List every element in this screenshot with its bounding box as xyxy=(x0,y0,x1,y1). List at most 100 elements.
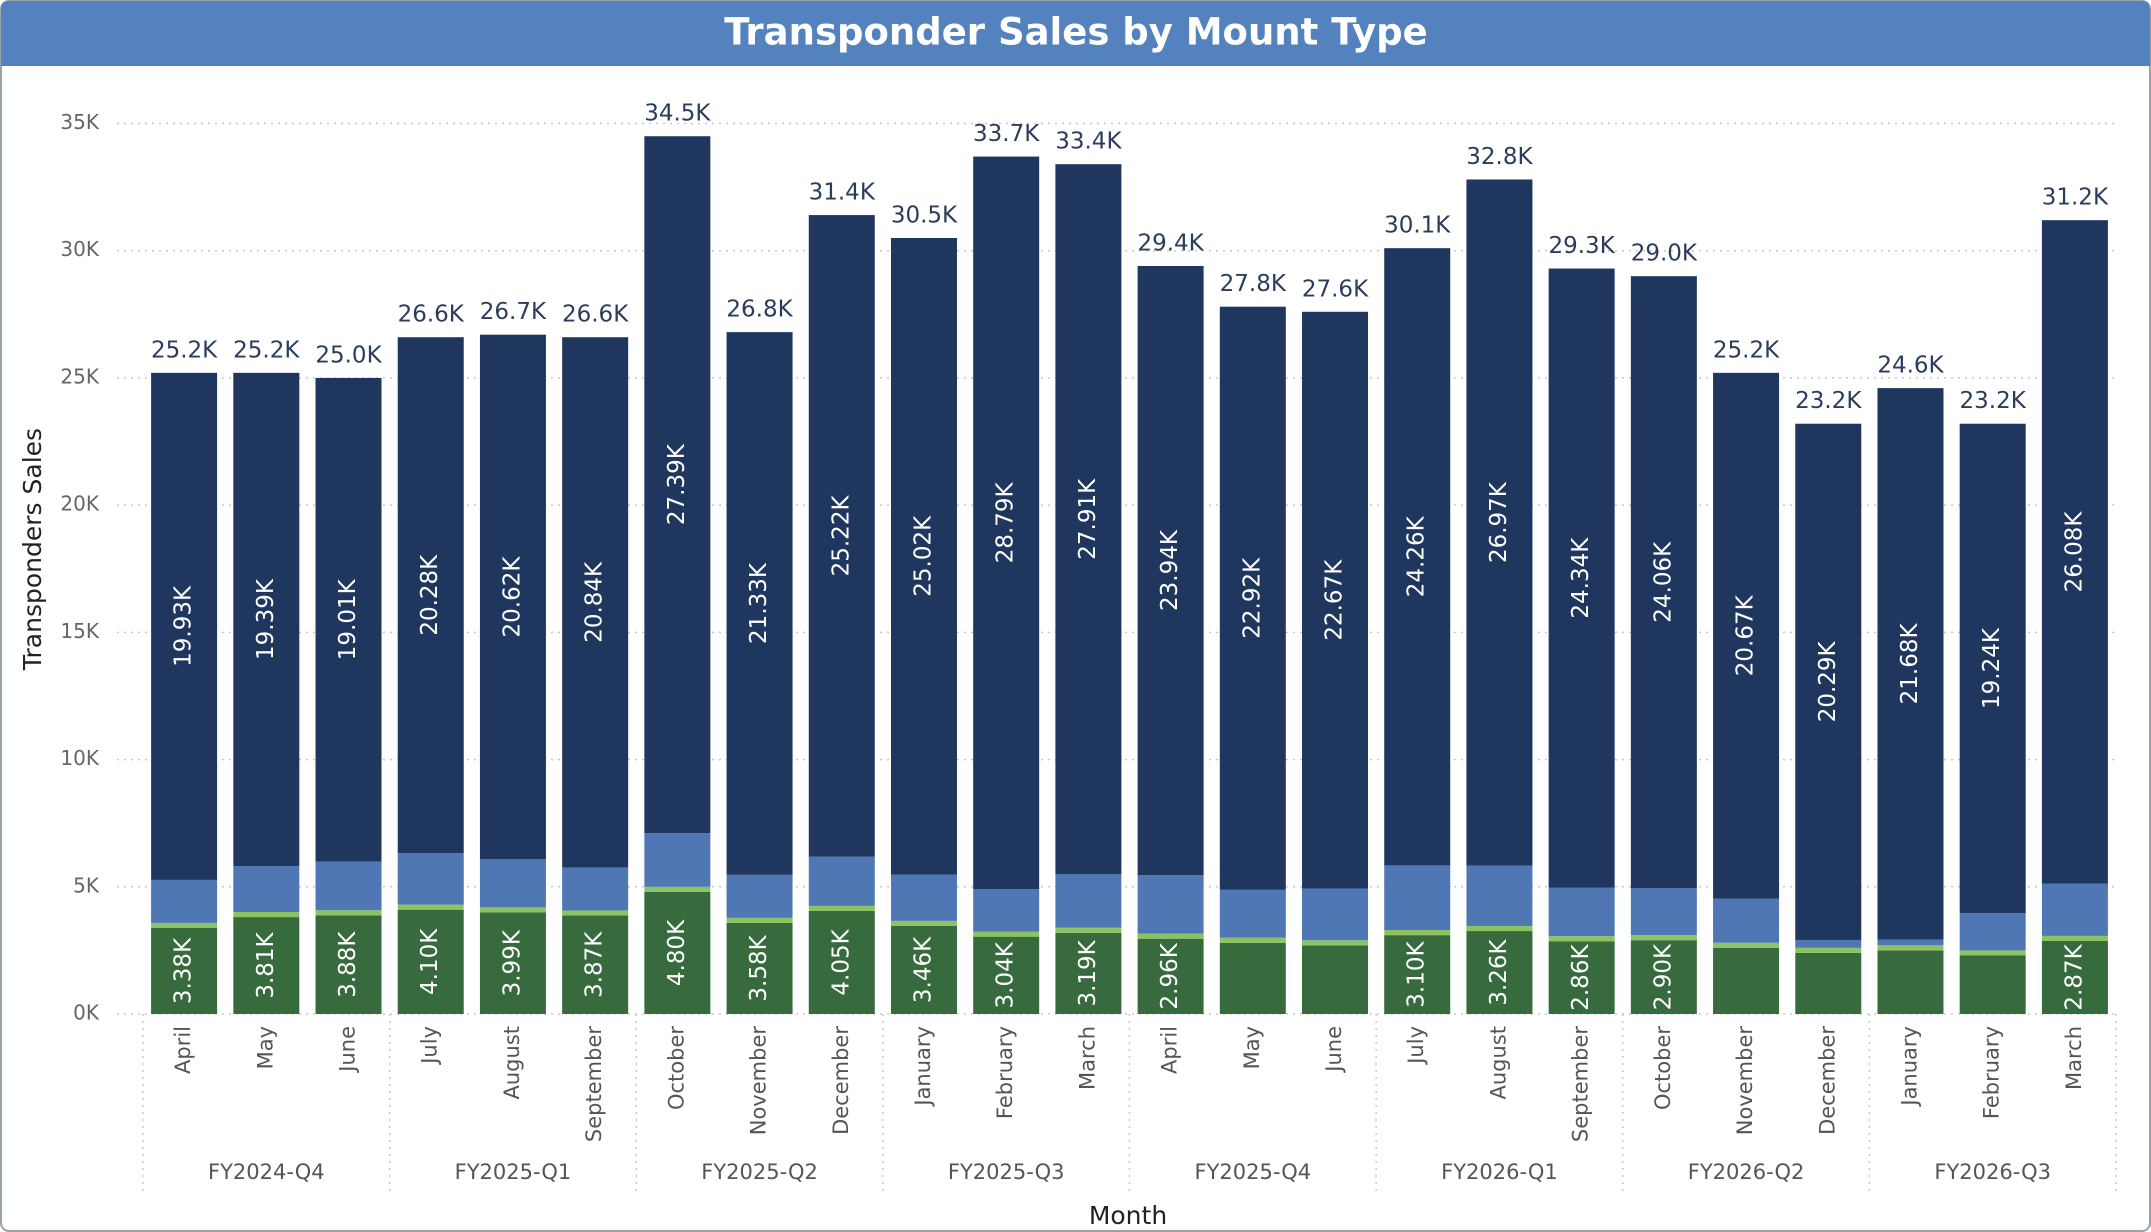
bar-segment xyxy=(397,337,464,854)
bar-segment xyxy=(726,332,793,875)
x-tick-label: August xyxy=(500,1026,524,1100)
bar-segment xyxy=(644,136,711,834)
total-label: 26.8K xyxy=(726,297,793,323)
bar-segment xyxy=(2041,220,2108,884)
total-label: 26.6K xyxy=(562,302,629,328)
segment-label: 3.58K xyxy=(746,934,772,1001)
total-label: 23.2K xyxy=(1795,388,1862,414)
bar-segment xyxy=(1219,942,1286,1014)
bar-segment xyxy=(315,910,382,916)
y-tick-label: 15K xyxy=(60,619,99,643)
segment-label: 2.90K xyxy=(1650,943,1676,1010)
bar-segment xyxy=(1795,947,1862,953)
x-tick-label: August xyxy=(1486,1026,1510,1100)
bar-segment xyxy=(1466,179,1533,866)
segment-label: 22.92K xyxy=(1239,557,1265,639)
bar-segment xyxy=(562,867,629,911)
bar-segment xyxy=(1548,268,1615,888)
total-label: 29.0K xyxy=(1631,241,1698,267)
bar-segment xyxy=(479,334,546,860)
bar-segment xyxy=(397,909,464,1014)
total-label: 30.5K xyxy=(891,202,958,228)
total-label: 26.7K xyxy=(480,299,547,325)
bar-segment xyxy=(1137,938,1204,1014)
bar-segment xyxy=(1466,931,1533,1014)
total-label: 30.1K xyxy=(1384,213,1451,239)
bar-segment xyxy=(1137,875,1204,934)
x-tick-label: June xyxy=(336,1026,360,1074)
group-label: FY2025-Q2 xyxy=(701,1160,818,1184)
bar-segment xyxy=(1302,940,1369,946)
bar-segment xyxy=(2041,940,2108,1014)
bar-segment xyxy=(726,917,793,923)
bar-segment xyxy=(397,853,464,905)
bar-segment xyxy=(1384,248,1451,866)
x-tick-label: January xyxy=(911,1026,935,1108)
bar-segment xyxy=(1877,945,1944,951)
total-label: 25.0K xyxy=(315,342,382,368)
y-tick-label: 25K xyxy=(60,364,99,388)
bar-segment xyxy=(1877,939,1944,946)
bar-segment xyxy=(1219,306,1286,890)
title-bar xyxy=(1,1,2150,66)
x-axis-title: Month xyxy=(1089,1201,1167,1230)
total-label: 27.8K xyxy=(1220,271,1287,297)
bar-segment xyxy=(1877,388,1944,940)
bar-segment xyxy=(1302,311,1369,889)
segment-label: 3.19K xyxy=(1075,939,1101,1006)
bar-segment xyxy=(479,912,546,1014)
segment-label: 19.01K xyxy=(335,578,361,660)
y-tick-label: 5K xyxy=(73,873,100,897)
x-tick-label: December xyxy=(829,1026,853,1135)
bar-segment xyxy=(2041,883,2108,936)
bar-segment xyxy=(233,866,300,912)
x-tick-label: February xyxy=(993,1026,1017,1119)
bar-segment xyxy=(397,904,464,910)
segment-label: 24.26K xyxy=(1404,515,1430,597)
segment-label: 20.67K xyxy=(1733,594,1759,676)
segment-label: 3.88K xyxy=(335,931,361,998)
segment-label: 28.79K xyxy=(993,481,1019,563)
segment-label: 22.67K xyxy=(1322,559,1348,641)
bar-segment xyxy=(1548,936,1615,942)
bar-segment xyxy=(1055,874,1122,928)
segment-label: 25.02K xyxy=(910,515,936,597)
segment-label: 3.99K xyxy=(499,929,525,996)
bar-segment xyxy=(562,910,629,916)
bar-segment xyxy=(1055,927,1122,933)
segment-label: 26.97K xyxy=(1486,481,1512,563)
bar-segment xyxy=(1302,945,1369,1014)
y-tick-label: 10K xyxy=(60,746,99,770)
group-label: FY2025-Q1 xyxy=(455,1160,572,1184)
segment-label: 19.24K xyxy=(1979,627,2005,709)
group-label: FY2026-Q2 xyxy=(1688,1160,1805,1184)
total-label: 33.7K xyxy=(973,121,1040,147)
segment-label: 2.87K xyxy=(2061,943,2087,1010)
bar-segment xyxy=(479,859,546,908)
x-tick-label: February xyxy=(1980,1026,2004,1119)
segment-label: 21.68K xyxy=(1897,623,1923,705)
group-label: FY2024-Q4 xyxy=(208,1160,325,1184)
segment-label: 25.22K xyxy=(828,495,854,577)
bar-segment xyxy=(973,889,1040,932)
bar-segment xyxy=(315,377,382,862)
x-tick-label: November xyxy=(747,1026,771,1136)
bar-segment xyxy=(1466,865,1533,926)
total-label: 29.3K xyxy=(1548,233,1615,259)
bar-segment xyxy=(1055,932,1122,1014)
x-tick-label: September xyxy=(582,1026,606,1142)
segment-label: 3.04K xyxy=(993,941,1019,1008)
bar-segment xyxy=(808,856,875,906)
total-label: 25.2K xyxy=(233,337,300,363)
group-label: FY2025-Q4 xyxy=(1195,1160,1312,1184)
bar-segment xyxy=(1877,950,1944,1014)
y-tick-label: 20K xyxy=(60,492,99,516)
bar-segment xyxy=(808,910,875,1014)
bar-segment xyxy=(1959,955,2026,1014)
segment-label: 24.34K xyxy=(1568,537,1594,619)
bar-segment xyxy=(315,915,382,1014)
x-tick-label: October xyxy=(664,1026,688,1110)
bar-segment xyxy=(1795,939,1862,948)
bar-segment xyxy=(1384,865,1451,931)
